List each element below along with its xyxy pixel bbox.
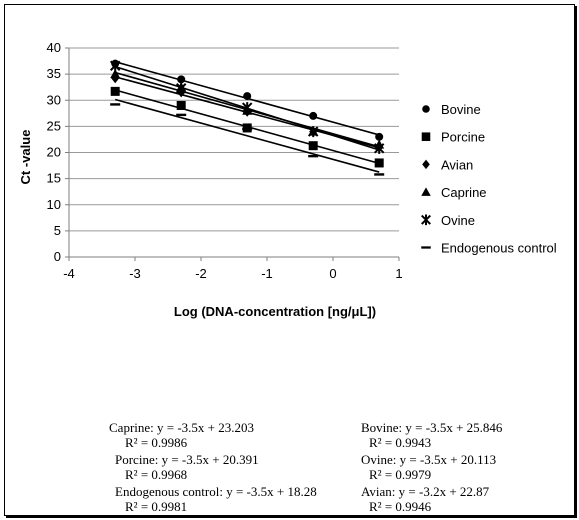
trendline-endogenous-control: [114, 98, 380, 173]
legend-marker-porcine: [421, 132, 431, 141]
equation-endogenous-control-r2: R² = 0.9981: [125, 499, 188, 514]
legend-label-ovine: Ovine: [441, 213, 475, 228]
point-endogenous-control-0: [110, 103, 121, 106]
legend-label-bovine: Bovine: [441, 102, 481, 117]
equation-bovine-r2: R² = 0.9943: [369, 435, 432, 450]
equation-endogenous-control: Endogenous control: y = -3.5x + 18.28 R²…: [115, 484, 317, 514]
x-tick-label--1: -1: [261, 266, 273, 281]
x-tick-label--2: -2: [195, 266, 207, 281]
y-tick-label-5: 5: [54, 223, 61, 238]
equation-ovine: Ovine: y = -3.5x + 20.113 R² = 0.9979: [361, 452, 496, 482]
figure-frame: 0 5 10 15 20 25 30 35 40 -4 -3 -2 -1 0 1 Bovine Porcine…: [4, 4, 575, 516]
equation-porcine: Porcine: y = -3.5x + 20.391 R² = 0.9968: [115, 452, 259, 482]
x-tick-label-1: 1: [395, 266, 402, 281]
equation-porcine-r2: R² = 0.9968: [125, 467, 188, 482]
data-points: [109, 59, 385, 176]
equation-ovine-r2: R² = 0.9979: [369, 467, 432, 482]
equation-caprine-line: Caprine: y = -3.5x + 23.203: [109, 420, 255, 435]
point-porcine-4: [374, 158, 384, 168]
x-axis-title: Log (DNA-concentration [ng/μL]): [174, 304, 376, 319]
legend-marker-bovine: [422, 105, 430, 113]
gridlines: [69, 47, 399, 232]
point-porcine-3: [308, 141, 318, 151]
legend-marker-endogenous-control: [421, 246, 431, 249]
legend-marker-ovine: [421, 214, 431, 226]
y-tick-label-0: 0: [54, 249, 61, 264]
point-ovine-0: [109, 60, 121, 72]
point-ovine-2: [241, 102, 253, 114]
axes: 0 5 10 15 20 25 30 35 40 -4 -3 -2 -1 0 1: [47, 40, 403, 281]
y-tick-label-15: 15: [47, 171, 61, 186]
point-ovine-1: [175, 82, 187, 94]
equation-ovine-line: Ovine: y = -3.5x + 20.113: [361, 452, 497, 467]
point-bovine-3: [309, 111, 318, 120]
point-endogenous-control-3: [308, 154, 319, 158]
equation-avian-r2: R² = 0.9946: [369, 499, 432, 514]
ct-value-chart: 0 5 10 15 20 25 30 35 40 -4 -3 -2 -1 0 1 Bovine Porcine…: [18, 40, 557, 319]
legend-label-porcine: Porcine: [441, 130, 485, 145]
y-tick-label-35: 35: [47, 66, 61, 81]
equation-porcine-line: Porcine: y = -3.5x + 20.391: [115, 452, 259, 467]
y-tick-label-10: 10: [47, 197, 61, 212]
x-tick-label--4: -4: [63, 266, 75, 281]
point-porcine-0: [110, 86, 120, 96]
x-tick-label--3: -3: [129, 266, 141, 281]
equation-avian: Avian: y = -3.2x + 22.87 R² = 0.9946: [361, 484, 489, 514]
point-ovine-3: [307, 126, 319, 138]
point-endogenous-control-2: [242, 127, 253, 131]
trendlines: [114, 61, 380, 173]
legend-marker-caprine: [421, 187, 431, 196]
equation-bovine-line: Bovine: y = -3.5x + 25.846: [361, 420, 503, 435]
legend: Bovine Porcine Avian Caprine Ovine Endogenous…: [421, 102, 557, 256]
y-tick-label-30: 30: [47, 92, 61, 107]
point-bovine-1: [177, 75, 186, 84]
legend-label-avian: Avian: [441, 157, 473, 172]
x-tick-label-0: 0: [329, 266, 336, 281]
point-endogenous-control-1: [176, 113, 187, 117]
equation-endogenous-control-line: Endogenous control: y = -3.5x + 18.28: [115, 484, 317, 499]
y-tick-label-25: 25: [47, 118, 61, 133]
equation-caprine-r2: R² = 0.9986: [125, 435, 188, 450]
legend-marker-avian: [422, 159, 430, 170]
equation-avian-line: Avian: y = -3.2x + 22.87: [361, 484, 490, 499]
equation-caprine: Caprine: y = -3.5x + 23.203 R² = 0.9986: [109, 420, 254, 450]
equation-bovine: Bovine: y = -3.5x + 25.846 R² = 0.9943: [361, 420, 502, 450]
y-tick-label-20: 20: [47, 145, 61, 160]
legend-label-endogenous-control: Endogenous control: [441, 241, 557, 256]
y-tick-label-40: 40: [47, 40, 61, 55]
point-endogenous-control-4: [374, 173, 385, 176]
point-bovine-4: [375, 132, 384, 141]
point-bovine-2: [243, 92, 252, 101]
y-axis-title: Ct -value: [18, 130, 33, 185]
point-caprine-0: [110, 69, 121, 79]
legend-label-caprine: Caprine: [441, 185, 487, 200]
point-porcine-1: [176, 100, 186, 110]
point-ovine-4: [373, 142, 385, 154]
